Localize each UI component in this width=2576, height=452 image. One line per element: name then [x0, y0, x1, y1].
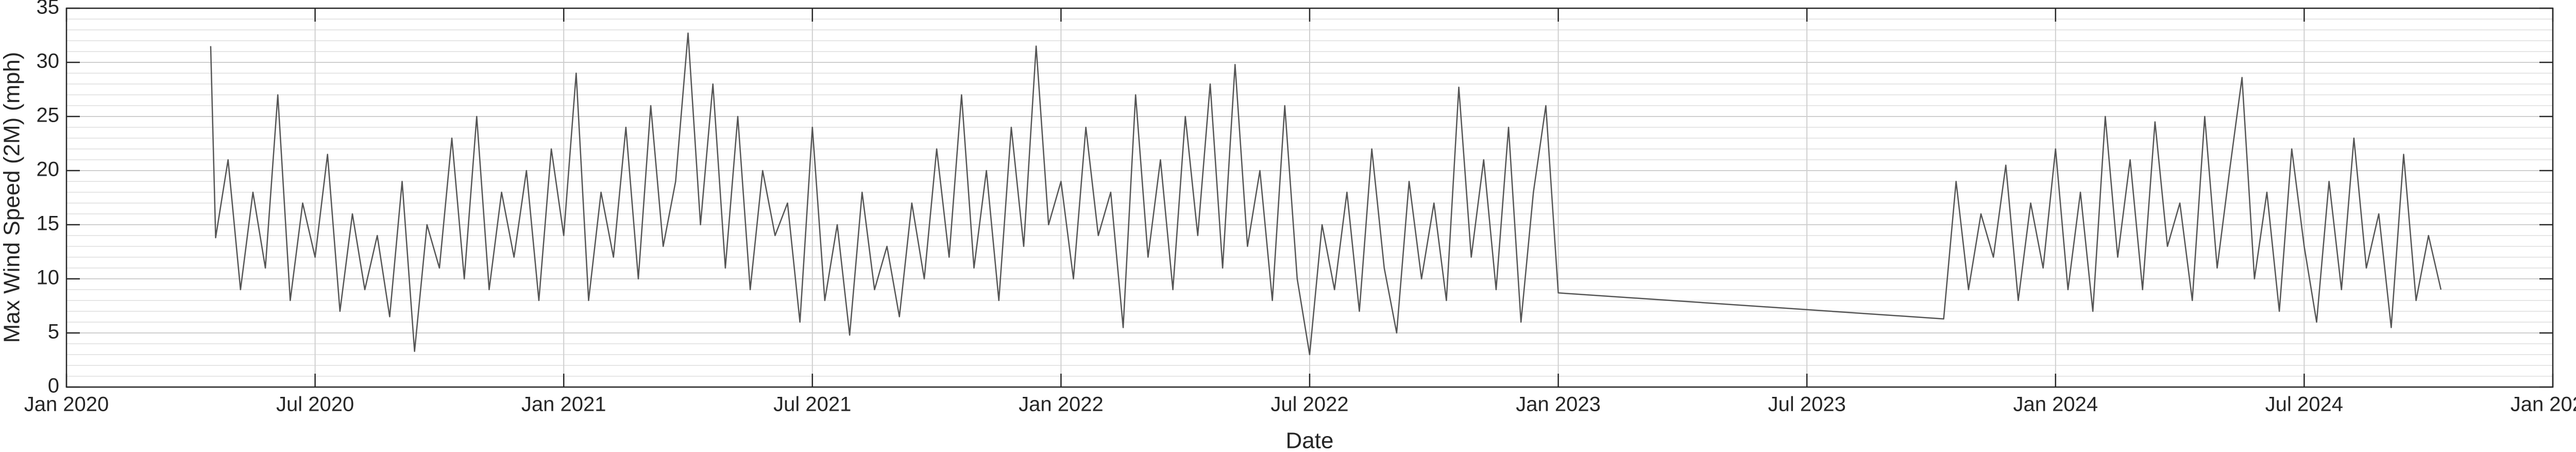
x-tick-label: Jul 2021 — [773, 393, 851, 416]
axes-frame — [65, 7, 2554, 388]
y-tick-label: 15 — [37, 212, 60, 235]
plot-area — [210, 32, 2442, 356]
x-tick-label: Jul 2024 — [2265, 393, 2343, 416]
y-tick-label: 30 — [37, 50, 60, 73]
y-tick-label: 10 — [37, 266, 60, 289]
x-tick-label: Jul 2020 — [276, 393, 354, 416]
y-tick-label: 20 — [37, 158, 60, 181]
grid — [66, 8, 2553, 388]
y-tick-label: 0 — [48, 375, 59, 397]
y-tick-label: 25 — [37, 104, 60, 127]
data-line — [210, 32, 2442, 356]
y-tick-label: 5 — [48, 321, 59, 343]
x-tick-label: Jul 2023 — [1768, 393, 1846, 416]
x-tick-label: Jul 2022 — [1270, 393, 1348, 416]
axes: 0 5 10 15 20 25 30 35 Jan 2020 Jul 2020 Jan 2021 Ju… — [24, 0, 2576, 416]
y-axis-title: Max Wind Speed (2M) (mph) — [0, 52, 25, 343]
x-tick-label: Jan 2023 — [1516, 393, 1601, 416]
x-tick-label: Jan 2021 — [521, 393, 606, 416]
x-tick-label: Jan 2024 — [2013, 393, 2098, 416]
x-axis-title: Date — [1286, 428, 1334, 452]
x-tick-label: Jan 2022 — [1019, 393, 1104, 416]
y-tick-label: 35 — [37, 0, 60, 19]
x-tick-label: Jan 2020 — [24, 393, 109, 416]
